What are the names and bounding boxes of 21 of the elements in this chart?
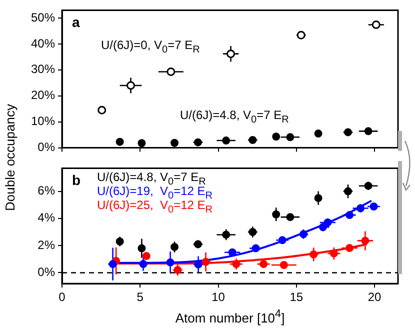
y-tick-label: 4% — [38, 210, 56, 225]
x-tick-label: 5 — [136, 290, 144, 304]
y-tick-label: 50% — [30, 10, 56, 24]
y-tick-label: 2% — [38, 238, 56, 252]
y-tick-label: 20% — [30, 88, 56, 102]
y-tick-label: 6% — [38, 184, 56, 198]
y-axis-title: Double occupancy — [2, 103, 18, 213]
series-label: U/(6J)=4.8, V$_{0}$=7 E$_{R}$ — [180, 108, 289, 128]
x-tick-label: 10 — [212, 290, 226, 304]
x-tick-label: 20 — [368, 290, 382, 304]
chart-title: b — [72, 172, 81, 188]
x-tick-label: 15 — [290, 290, 304, 304]
y-tick-label: 0% — [38, 140, 56, 154]
y-tick-label: 40% — [30, 36, 56, 50]
y-tick-label: 30% — [30, 62, 56, 76]
y-tick-label: 10% — [30, 114, 56, 128]
x-axis-title: Atom number [10$^{4}$] — [174, 308, 286, 326]
series-label: U/(6J)=0, V$_{0}$=7 E$_{R}$ — [101, 38, 200, 58]
x-tick-label: 0 — [58, 290, 66, 304]
y-tick-label: 0% — [38, 265, 56, 280]
chart-title: a — [72, 14, 80, 30]
